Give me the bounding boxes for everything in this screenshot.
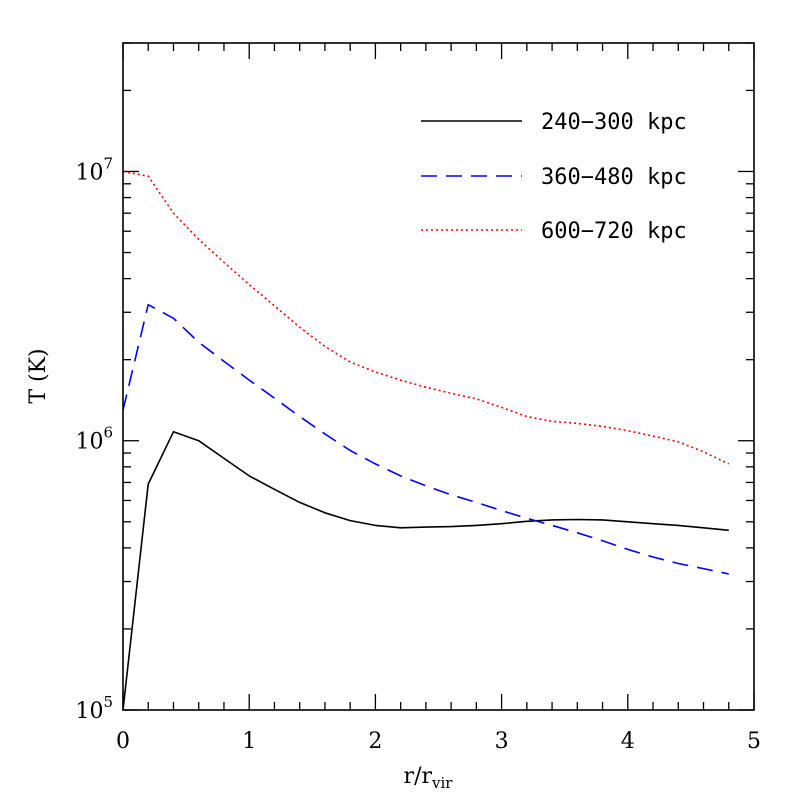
x-tick-label: 4 [621, 729, 635, 754]
legend-label-3: 600−720 kpc [541, 219, 687, 244]
x-tick-label: 2 [368, 729, 382, 754]
x-tick-label: 5 [747, 729, 761, 754]
series-line-3 [122, 170, 730, 465]
series-line-2 [122, 303, 729, 575]
x-axis-label: r/rvir [404, 764, 454, 792]
ticks-layer [122, 42, 755, 711]
legend: 240−300 kpc 360−480 kpc 600−720 kpc [421, 110, 687, 244]
x-axis-label-subscript: vir [431, 774, 453, 792]
x-tick-label: 1 [242, 729, 256, 754]
series-layer [122, 170, 730, 711]
y-tick-label: 105 [75, 693, 113, 724]
legend-label-1: 240−300 kpc [541, 110, 687, 135]
legend-label-2: 360−480 kpc [541, 165, 687, 190]
y-axis-label: T (K) [26, 348, 51, 403]
y-tick-label: 107 [75, 154, 113, 185]
x-axis-label-main: r/r [404, 764, 433, 789]
x-tick-label: 3 [495, 729, 509, 754]
tick-labels: 0 1 2 3 4 5 105 106 107 [75, 154, 761, 754]
plot-frame [122, 42, 755, 711]
series-line-1 [122, 430, 729, 711]
x-tick-label: 0 [116, 729, 130, 754]
y-tick-label: 106 [75, 424, 113, 455]
